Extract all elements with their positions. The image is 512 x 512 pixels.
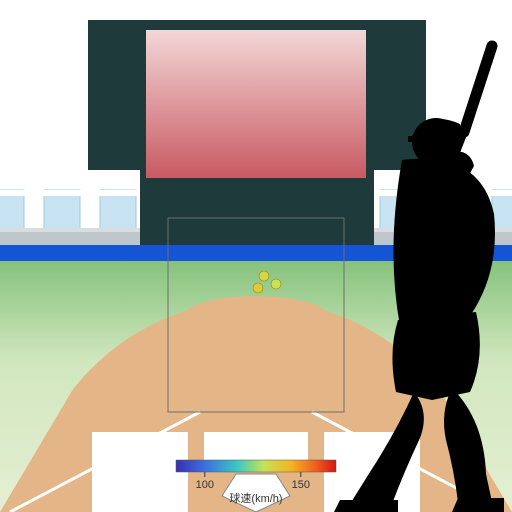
legend-tick: 100 <box>196 479 214 491</box>
pitch-marker <box>271 279 281 289</box>
legend-bar <box>176 460 336 472</box>
pitch-marker <box>259 271 269 281</box>
pitch-scene: 100 150 球速(km/h) <box>0 0 512 512</box>
legend-label: 球速(km/h) <box>229 491 282 505</box>
legend-tick: 150 <box>292 479 310 491</box>
pitch-marker <box>253 283 263 293</box>
